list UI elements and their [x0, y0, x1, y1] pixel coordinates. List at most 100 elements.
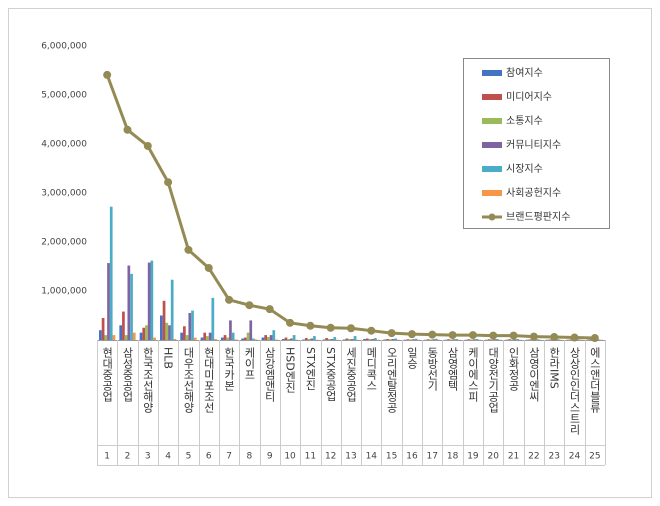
rank-label: 11 — [305, 452, 316, 462]
y-tick-label: 1,000,000 — [41, 287, 87, 297]
bar — [168, 325, 171, 340]
bar — [281, 339, 285, 340]
bar — [394, 338, 398, 340]
rank-label: 14 — [366, 452, 378, 462]
bar — [99, 330, 102, 340]
bar — [159, 315, 163, 340]
legend-swatch — [482, 70, 502, 76]
line-point — [164, 178, 173, 187]
line-point — [468, 331, 477, 340]
bar — [252, 338, 255, 340]
bar — [139, 332, 143, 340]
x-tick-label: 오리엔탈정공 — [385, 347, 398, 413]
line-point — [590, 334, 599, 343]
bar — [556, 339, 560, 340]
line-point — [326, 323, 335, 332]
bar — [292, 335, 296, 340]
bar — [153, 337, 156, 340]
line-point — [265, 305, 274, 314]
x-tick-label: 인화정공 — [507, 347, 520, 391]
line-point — [570, 333, 579, 342]
x-tick-label: 동방선기 — [426, 347, 439, 391]
y-tick-label: 2,000,000 — [41, 238, 87, 248]
bar — [200, 337, 204, 340]
x-tick-label: 대우조선해양 — [182, 347, 195, 413]
bar — [307, 339, 311, 340]
rank-label: 2 — [125, 452, 131, 462]
rank-label: 6 — [206, 452, 212, 462]
bar — [101, 317, 105, 340]
bar — [467, 339, 471, 340]
x-tick-label: 상상인인더스트리 — [568, 347, 581, 435]
bar — [493, 339, 496, 340]
line-point — [306, 321, 315, 330]
x-tick-label: 한라IMS — [548, 347, 561, 389]
bar — [261, 337, 265, 340]
bar — [434, 338, 438, 340]
rank-label: 4 — [165, 452, 171, 462]
bar — [231, 332, 235, 340]
bar — [170, 279, 174, 340]
bar — [132, 332, 136, 340]
x-tick-label: 현대중공업 — [101, 347, 114, 402]
bar — [536, 339, 540, 340]
line-point — [225, 295, 234, 304]
bar — [220, 337, 224, 340]
y-tick-label: 5,000,000 — [41, 91, 87, 101]
rank-label: 20 — [488, 452, 500, 462]
x-tick-label: STX중공업 — [324, 347, 337, 401]
legend-swatch — [482, 190, 502, 196]
bar — [162, 300, 166, 340]
bar — [368, 339, 372, 340]
bar — [211, 297, 215, 340]
rank-label: 13 — [345, 452, 356, 462]
rank-label: 21 — [508, 452, 519, 462]
x-tick-label: 삼영엠텍 — [446, 347, 459, 391]
legend-label: 커뮤니티지수 — [506, 139, 561, 151]
legend-label: 브랜드평판지수 — [506, 211, 570, 223]
bar — [313, 336, 316, 340]
rank-label: 9 — [267, 452, 273, 462]
bar — [226, 337, 230, 340]
rank-label: 25 — [589, 452, 600, 462]
x-tick-label: 메디콕스 — [365, 347, 378, 391]
bar — [411, 339, 415, 340]
line-point — [367, 326, 376, 335]
bar — [112, 335, 116, 340]
line-point — [448, 331, 457, 340]
bar — [193, 337, 197, 340]
bar — [267, 337, 270, 340]
legend-label: 시장지수 — [506, 163, 543, 175]
x-tick-label: 일승 — [405, 346, 418, 369]
bar — [426, 339, 430, 340]
bar — [191, 310, 194, 340]
bar — [330, 339, 334, 340]
bar — [406, 339, 410, 340]
bar — [122, 311, 125, 340]
bar — [363, 339, 366, 340]
bar — [203, 332, 207, 340]
legend-swatch — [482, 166, 502, 172]
bar — [188, 313, 192, 340]
line-point — [529, 332, 538, 341]
bar — [351, 339, 354, 340]
line-point — [509, 331, 518, 340]
bar — [124, 335, 128, 340]
line-point — [407, 330, 416, 339]
x-tick-label: 삼강엠앤티 — [263, 347, 276, 402]
bar — [104, 335, 108, 340]
line-point — [550, 333, 559, 342]
legend-label: 참여지수 — [506, 67, 543, 79]
bar — [145, 325, 148, 340]
bar — [173, 339, 177, 340]
bar — [127, 265, 131, 340]
rank-label: 17 — [427, 452, 438, 462]
bar — [290, 338, 293, 340]
bar — [508, 339, 511, 340]
bar — [475, 339, 479, 340]
bar — [269, 335, 273, 340]
bar — [310, 338, 314, 340]
legend-label: 미디어지수 — [506, 91, 552, 103]
line-point — [204, 263, 213, 272]
